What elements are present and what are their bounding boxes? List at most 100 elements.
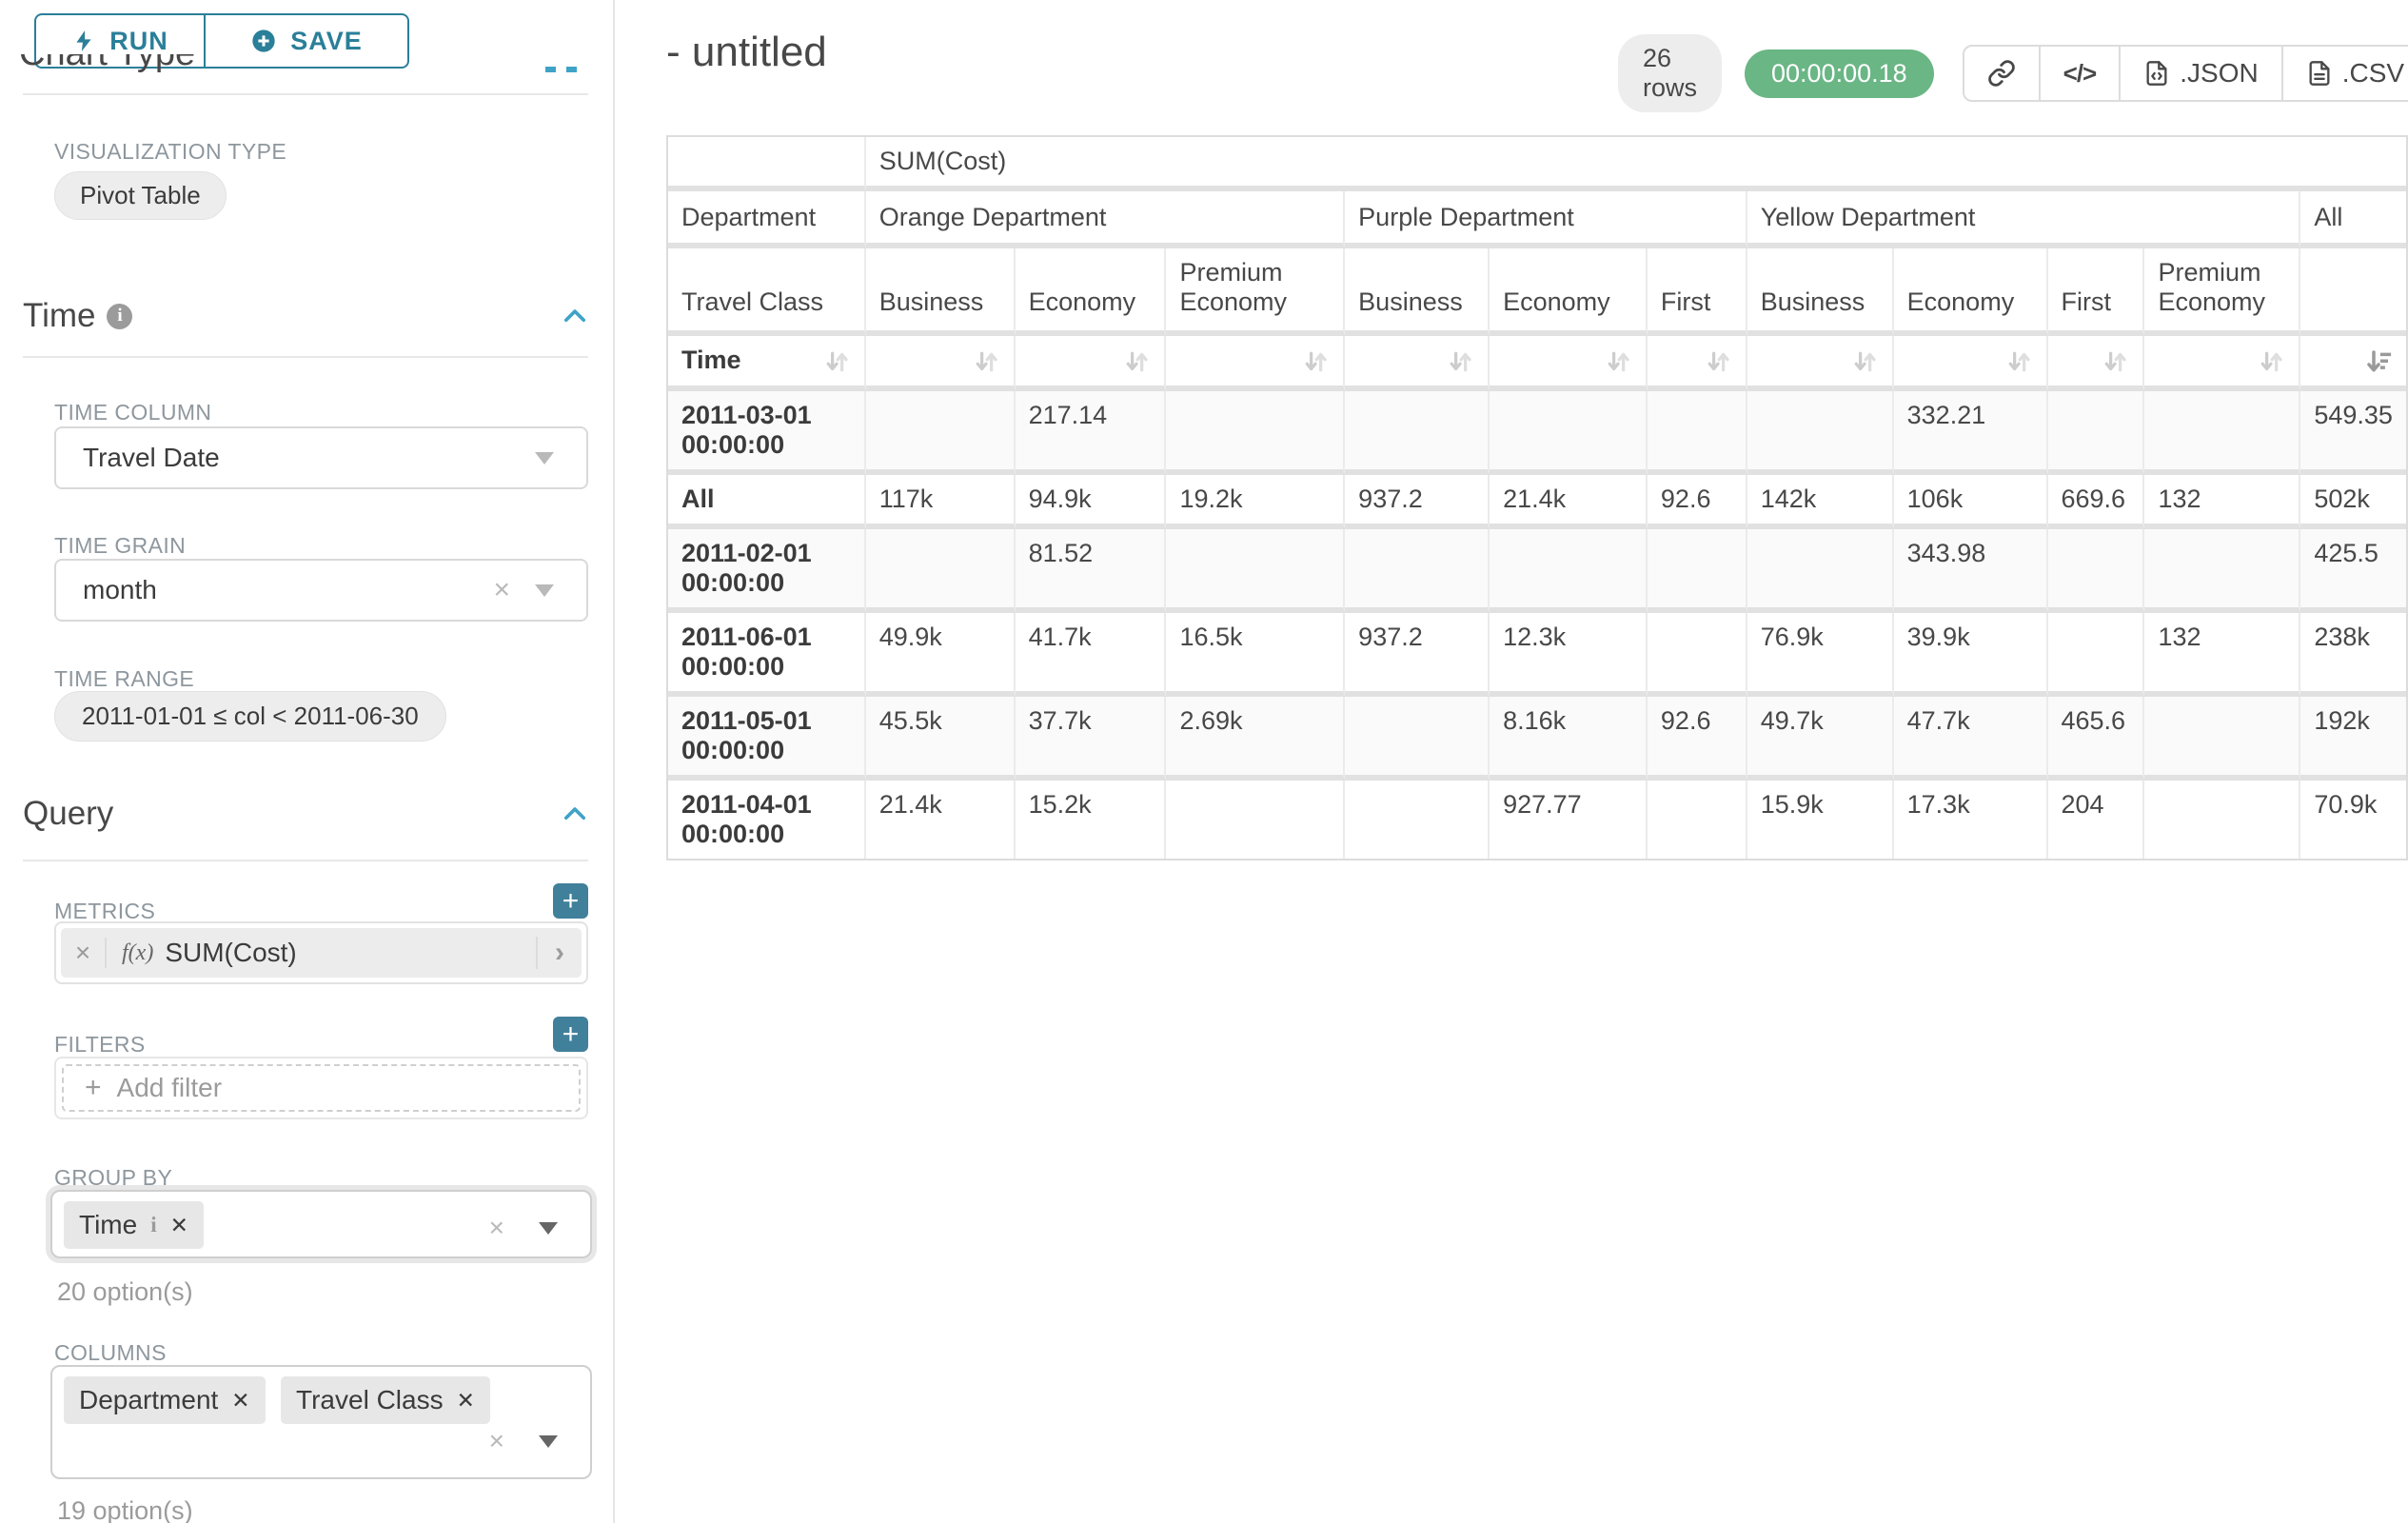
pivot-cell: 76.9k <box>1747 613 1894 697</box>
pivot-subcolumn-header: Business <box>865 248 1016 336</box>
sort-updown-icon <box>1608 351 1629 372</box>
remove-tag-icon[interactable]: ✕ <box>231 1387 250 1413</box>
pivot-subcolumn-header: Economy <box>1490 248 1648 336</box>
time-column-select[interactable]: Travel Date <box>54 426 588 489</box>
query-section-title: Query <box>23 795 114 832</box>
share-link-button[interactable] <box>1964 47 2041 100</box>
pivot-cell: 37.7k <box>1015 697 1167 781</box>
pivot-cell <box>1648 781 1747 859</box>
sort-desc-icon <box>2367 350 2392 372</box>
export-json-button[interactable]: .JSON <box>2121 47 2283 100</box>
sort-updown-icon <box>1450 351 1471 372</box>
columns-tag[interactable]: Department ✕ <box>64 1376 266 1424</box>
remove-metric-icon[interactable]: × <box>61 938 107 968</box>
pivot-cell: 132 <box>2144 475 2301 529</box>
column-sort-header-active[interactable] <box>2300 336 2406 391</box>
pivot-cell: 937.2 <box>1345 613 1490 697</box>
remove-tag-icon[interactable]: ✕ <box>456 1387 475 1413</box>
pivot-cell: 669.6 <box>2047 475 2145 529</box>
column-sort-header[interactable] <box>2047 336 2145 391</box>
pivot-cell: 49.9k <box>865 613 1016 697</box>
pivot-cell: 142k <box>1747 475 1894 529</box>
tag-label: Travel Class <box>296 1385 444 1414</box>
csv-label: .CSV <box>2341 58 2405 88</box>
divider <box>23 860 588 861</box>
pivot-cell <box>2047 613 2145 697</box>
pivot-cell: 92.6 <box>1647 475 1747 529</box>
column-sort-header[interactable] <box>2144 336 2301 391</box>
pivot-row: 2011-05-01 00:00:00 45.5k 37.7k 2.69k 8.16k 9… <box>668 697 2406 781</box>
tag-label: Time <box>79 1210 138 1239</box>
plus-circle-icon <box>252 30 275 52</box>
pivot-cell: 47.7k <box>1893 697 2048 781</box>
query-section-header[interactable]: Query <box>23 795 591 833</box>
add-filter-dropzone[interactable]: + Add filter <box>62 1064 581 1112</box>
metric-name: SUM(Cost) <box>165 938 297 967</box>
clear-icon[interactable]: × <box>488 1213 504 1242</box>
export-csv-button[interactable]: .CSV <box>2283 47 2408 100</box>
chevron-up-icon[interactable] <box>559 798 591 830</box>
view-query-button[interactable]: </> <box>2041 47 2122 100</box>
row-dimension-sort-header[interactable]: Time <box>668 336 866 391</box>
column-sort-header[interactable] <box>1345 336 1490 391</box>
column-sort-header[interactable] <box>1490 336 1648 391</box>
time-range-pill[interactable]: 2011-01-01 ≤ col < 2011-06-30 <box>54 691 446 742</box>
chart-title[interactable]: - untitled <box>666 29 827 75</box>
column-sort-header[interactable] <box>1015 336 1167 391</box>
file-csv-icon <box>2309 61 2330 86</box>
caret-down-icon <box>539 1434 558 1448</box>
column-sort-header[interactable] <box>1647 336 1747 391</box>
pivot-cell: 92.6 <box>1647 697 1747 781</box>
pivot-cell: 15.2k <box>1016 781 1167 859</box>
group-by-option-count: 20 option(s) <box>57 1277 193 1306</box>
clear-icon[interactable]: × <box>488 1426 504 1455</box>
group-by-tag[interactable]: Time i ✕ <box>64 1201 204 1249</box>
time-column-value: Travel Date <box>83 443 220 472</box>
columns-select[interactable]: Department ✕ Travel Class ✕ × <box>50 1365 592 1479</box>
pivot-row-label: 2011-04-01 00:00:00 <box>668 781 866 859</box>
pivot-cell: 17.3k <box>1894 781 2048 859</box>
sort-updown-icon <box>1854 351 1876 372</box>
column-sort-header[interactable] <box>1166 336 1346 391</box>
pivot-cell <box>1166 781 1346 859</box>
column-sort-header[interactable] <box>1893 336 2048 391</box>
pivot-table: SUM(Cost) Department Orange Department Purp… <box>666 135 2408 860</box>
pivot-row: 2011-04-01 00:00:00 21.4k 15.2k 927.77 15.9k… <box>668 781 2406 859</box>
clear-icon[interactable]: × <box>493 574 510 605</box>
pivot-subcolumn-header: Business <box>1747 248 1894 336</box>
metric-pill[interactable]: × f(x) SUM(Cost) › <box>61 928 582 978</box>
pivot-cell: 39.9k <box>1893 613 2048 697</box>
save-button[interactable]: SAVE <box>204 13 409 69</box>
columns-tag[interactable]: Travel Class ✕ <box>281 1376 490 1424</box>
pivot-row-label: 2011-03-01 00:00:00 <box>668 391 866 475</box>
time-grain-value: month <box>83 575 157 604</box>
group-by-select[interactable]: Time i ✕ × <box>50 1190 592 1258</box>
expand-metric-icon[interactable]: › <box>536 937 582 969</box>
info-icon: i <box>150 1213 157 1236</box>
add-metric-button[interactable]: + <box>553 883 588 919</box>
viz-type-pill[interactable]: Pivot Table <box>54 171 227 220</box>
pivot-cell: 16.5k <box>1166 613 1346 697</box>
run-button[interactable]: RUN <box>34 13 206 69</box>
pivot-subcolumn-header: Business <box>1345 248 1490 336</box>
remove-tag-icon[interactable]: ✕ <box>169 1212 188 1237</box>
chevron-up-icon[interactable] <box>559 300 591 332</box>
pivot-cell: 204 <box>2048 781 2145 859</box>
time-grain-select[interactable]: month × <box>54 559 588 622</box>
pivot-row-label: 2011-02-01 00:00:00 <box>668 529 866 613</box>
pivot-cell: 49.7k <box>1747 697 1894 781</box>
group-by-label: GROUP BY <box>54 1165 173 1190</box>
pivot-row-label: All <box>668 475 866 529</box>
add-filter-placeholder: Add filter <box>116 1073 223 1102</box>
divider <box>23 356 588 358</box>
pivot-subcolumn-header: Economy <box>1893 248 2048 336</box>
pivot-cell <box>1345 781 1490 859</box>
pivot-row-label: 2011-06-01 00:00:00 <box>668 613 866 697</box>
pivot-dim1-label: Department <box>668 191 866 248</box>
add-filter-button[interactable]: + <box>553 1017 588 1052</box>
pivot-cell: 217.14 <box>1015 391 1167 475</box>
time-section-header[interactable]: Time i <box>23 297 591 335</box>
column-sort-header[interactable] <box>865 336 1016 391</box>
pivot-cell <box>2047 529 2145 613</box>
column-sort-header[interactable] <box>1747 336 1894 391</box>
